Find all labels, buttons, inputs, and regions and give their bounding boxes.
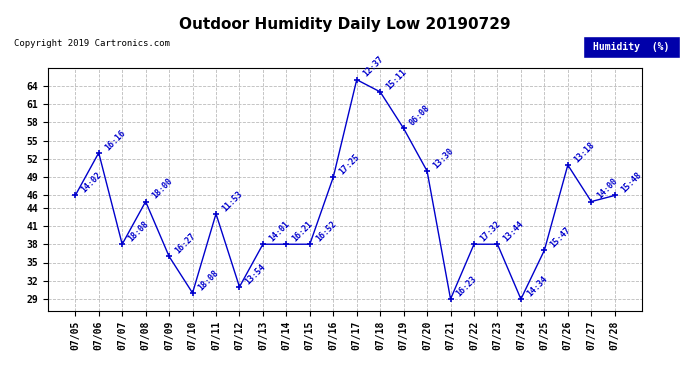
- Text: 15:47: 15:47: [549, 225, 573, 249]
- Text: 18:08: 18:08: [197, 268, 221, 292]
- Text: 18:08: 18:08: [126, 219, 150, 243]
- Text: 14:02: 14:02: [79, 171, 104, 195]
- Text: 16:52: 16:52: [314, 219, 338, 243]
- Text: Copyright 2019 Cartronics.com: Copyright 2019 Cartronics.com: [14, 39, 170, 48]
- Text: 11:53: 11:53: [220, 189, 244, 213]
- Text: 16:27: 16:27: [173, 232, 197, 256]
- Text: 13:44: 13:44: [502, 219, 526, 243]
- Text: 17:32: 17:32: [478, 219, 502, 243]
- Text: 14:00: 14:00: [595, 177, 620, 201]
- Text: 17:25: 17:25: [337, 152, 362, 176]
- Text: Humidity  (%): Humidity (%): [593, 42, 669, 52]
- Text: 06:08: 06:08: [408, 104, 432, 128]
- Text: 13:18: 13:18: [572, 140, 596, 164]
- Text: 18:00: 18:00: [150, 177, 174, 201]
- Text: 16:21: 16:21: [290, 219, 315, 243]
- Text: Outdoor Humidity Daily Low 20190729: Outdoor Humidity Daily Low 20190729: [179, 17, 511, 32]
- Text: 15:48: 15:48: [619, 171, 643, 195]
- Text: 12:37: 12:37: [361, 55, 385, 79]
- Text: 13:30: 13:30: [431, 146, 455, 170]
- Text: 13:54: 13:54: [244, 262, 268, 286]
- Text: 16:23: 16:23: [455, 274, 479, 298]
- Text: 15:11: 15:11: [384, 67, 408, 91]
- Text: 14:34: 14:34: [525, 274, 549, 298]
- Text: 16:16: 16:16: [103, 128, 127, 152]
- Text: 14:01: 14:01: [267, 219, 291, 243]
